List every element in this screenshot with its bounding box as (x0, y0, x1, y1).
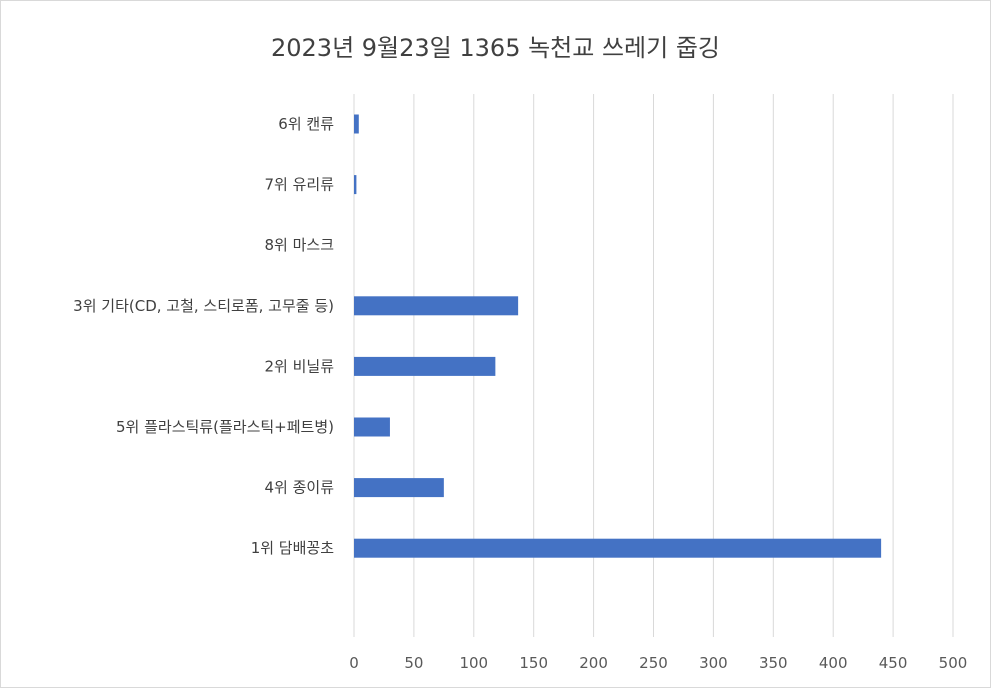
x-tick-label: 100 (459, 654, 488, 672)
x-tick-label: 300 (699, 654, 728, 672)
x-tick-label: 450 (879, 654, 908, 672)
bar (354, 478, 444, 498)
category-labels: 6위 캔류 7위 유리류 8위 마스크 3위 기타(CD, 고철, 스티로폼, 고무줄… (73, 115, 334, 557)
category-label: 5위 플라스틱류(플라스틱+페트병) (116, 418, 334, 436)
bars (354, 114, 882, 558)
category-label: 6위 캔류 (278, 115, 334, 133)
category-label: 8위 마스크 (264, 236, 334, 254)
bar (354, 296, 519, 316)
x-tick-labels: 0 50 100 150 200 250 300 350 400 450 500 (349, 654, 967, 672)
x-tick-label: 400 (819, 654, 848, 672)
bar (354, 417, 390, 437)
category-label: 1위 담배꽁초 (251, 539, 335, 557)
category-label: 7위 유리류 (264, 176, 334, 194)
bar (354, 538, 882, 558)
x-tick-label: 500 (939, 654, 968, 672)
x-tick-label: 0 (349, 654, 359, 672)
x-tick-label: 200 (579, 654, 608, 672)
x-tick-label: 150 (519, 654, 548, 672)
bar (354, 114, 359, 134)
bar (354, 175, 357, 195)
x-tick-label: 350 (759, 654, 788, 672)
x-tick-label: 50 (404, 654, 423, 672)
category-label: 4위 종이류 (264, 479, 334, 497)
category-label: 2위 비닐류 (264, 357, 334, 375)
bar (354, 356, 496, 376)
category-label: 3위 기타(CD, 고철, 스티로폼, 고무줄 등) (73, 297, 334, 315)
x-tick-label: 250 (639, 654, 668, 672)
chart-title: 2023년 9월23일 1365 녹천교 쓰레기 줍깅 (271, 34, 720, 62)
